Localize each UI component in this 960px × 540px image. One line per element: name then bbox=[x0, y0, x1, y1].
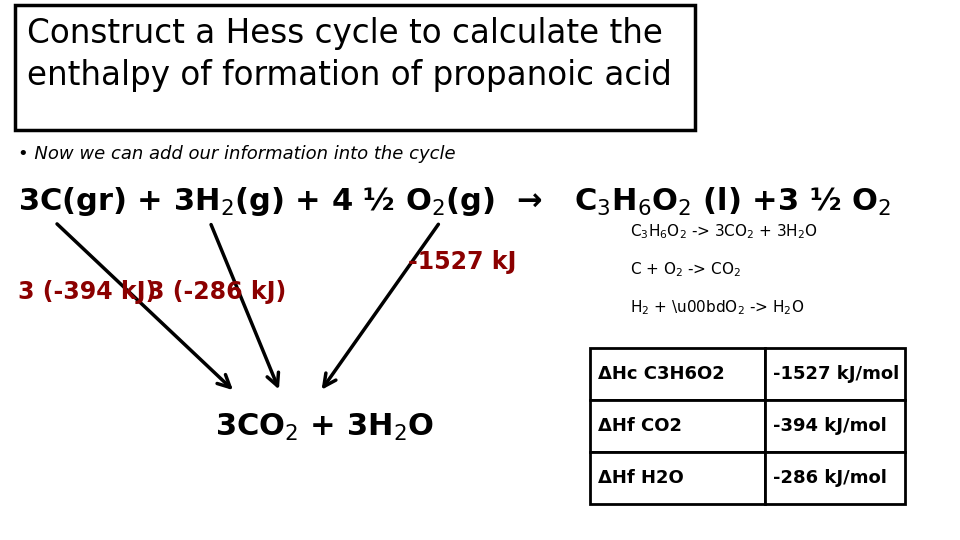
Bar bbox=[765, 348, 905, 400]
Text: C + O$_2$ -> CO$_2$: C + O$_2$ -> CO$_2$ bbox=[630, 260, 741, 279]
Text: • Now we can add our information into the cycle: • Now we can add our information into th… bbox=[18, 145, 456, 163]
Text: ΔHf CO2: ΔHf CO2 bbox=[598, 417, 682, 435]
Text: 3 (-286 kJ): 3 (-286 kJ) bbox=[148, 280, 286, 304]
Bar bbox=[590, 400, 765, 452]
Text: H$_2$ + \u00bdO$_2$ -> H$_2$O: H$_2$ + \u00bdO$_2$ -> H$_2$O bbox=[630, 298, 804, 316]
Text: -394 kJ/mol: -394 kJ/mol bbox=[773, 417, 887, 435]
Bar bbox=[590, 452, 765, 504]
Bar bbox=[765, 452, 905, 504]
Bar bbox=[590, 348, 765, 400]
Text: C$_3$H$_6$O$_2$ -> 3CO$_2$ + 3H$_2$O: C$_3$H$_6$O$_2$ -> 3CO$_2$ + 3H$_2$O bbox=[630, 222, 818, 241]
Text: ΔHc C3H6O2: ΔHc C3H6O2 bbox=[598, 365, 725, 383]
Text: -286 kJ/mol: -286 kJ/mol bbox=[773, 469, 887, 487]
Text: 3C(gr) + 3H$_2$(g) + 4 ½ O$_2$(g)  →   C$_3$H$_6$O$_2$ (l) +3 ½ O$_2$: 3C(gr) + 3H$_2$(g) + 4 ½ O$_2$(g) → C$_3… bbox=[18, 185, 891, 218]
Text: -1527 kJ: -1527 kJ bbox=[408, 250, 516, 274]
Text: 3 (-394 kJ): 3 (-394 kJ) bbox=[18, 280, 156, 304]
Text: -1527 kJ/mol: -1527 kJ/mol bbox=[773, 365, 900, 383]
Text: ΔHf H2O: ΔHf H2O bbox=[598, 469, 684, 487]
Text: Construct a Hess cycle to calculate the
enthalpy of formation of propanoic acid: Construct a Hess cycle to calculate the … bbox=[27, 17, 672, 92]
Bar bbox=[765, 400, 905, 452]
FancyBboxPatch shape bbox=[15, 5, 695, 130]
Text: 3CO$_2$ + 3H$_2$O: 3CO$_2$ + 3H$_2$O bbox=[215, 412, 434, 443]
